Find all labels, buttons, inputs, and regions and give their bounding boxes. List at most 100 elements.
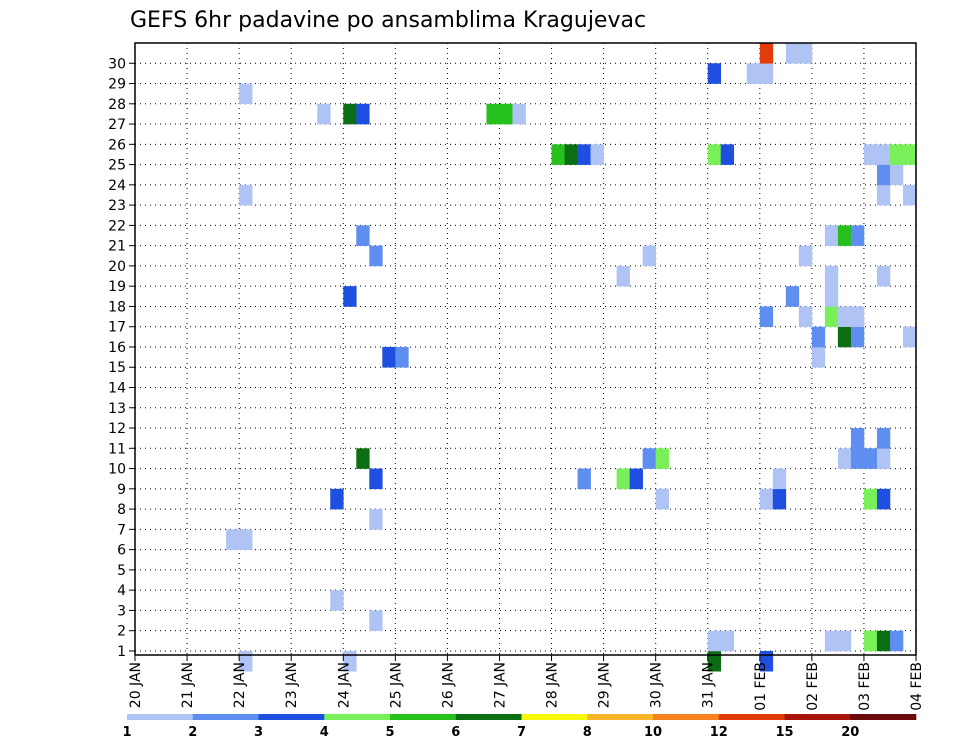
data-cell [356, 225, 370, 246]
y-tick-label: 29 [108, 77, 126, 93]
data-cell [876, 144, 891, 165]
data-cell [785, 286, 800, 307]
y-tick-label: 19 [108, 279, 126, 295]
y-tick-label: 14 [108, 381, 126, 397]
data-cell [577, 144, 591, 165]
data-cell [759, 306, 774, 328]
data-cell [499, 103, 513, 125]
x-axis-ticks: 20 JAN 21 JAN 22 JAN 23 JAN 24 JAN 25 JAN 26 J… [128, 655, 925, 711]
colorbar-label: 5 [385, 725, 394, 740]
data-cell [811, 346, 826, 368]
colorbar-legend: 1 2 3 4 5 6 7 8 10 12 15 20 [122, 714, 917, 740]
colorbar-label: 4 [320, 725, 329, 740]
data-cell [343, 286, 357, 307]
x-tick-label: 20 JAN [128, 662, 144, 708]
data-cell [824, 630, 839, 652]
x-tick-label: 03 FEB [857, 662, 873, 711]
colorbar-swatch [324, 714, 391, 720]
data-cell [551, 144, 565, 165]
x-tick-label: 26 JAN [440, 662, 456, 708]
data-cell [369, 610, 383, 631]
colorbar-swatch [587, 714, 654, 720]
data-cell [343, 103, 357, 125]
colorbar-swatch [192, 714, 259, 720]
plot-frame [134, 42, 917, 656]
data-cell [902, 326, 917, 348]
data-cell [850, 225, 865, 246]
data-cell [330, 488, 344, 510]
colorbar-swatch [850, 714, 917, 720]
x-tick-label: 02 FEB [805, 662, 821, 711]
data-cell [850, 306, 865, 328]
data-cell [382, 346, 396, 368]
data-cell [239, 529, 253, 550]
x-tick-label: 27 JAN [492, 662, 508, 708]
data-cell [759, 63, 774, 84]
grid-lines [135, 43, 916, 655]
data-cell [512, 103, 526, 125]
y-tick-label: 4 [117, 583, 126, 599]
data-cell [837, 326, 852, 348]
colorbar-swatch [521, 714, 588, 720]
data-cell [863, 144, 878, 165]
x-tick-label: 22 JAN [232, 662, 248, 708]
colorbar-label: 1 [122, 725, 131, 740]
data-cells [226, 43, 917, 672]
y-tick-label: 26 [108, 137, 126, 153]
data-cell [876, 428, 891, 449]
y-tick-label: 11 [108, 441, 126, 457]
y-axis-ticks: 1234567891011121314151617181920212223242… [108, 56, 135, 660]
data-cell [772, 488, 787, 510]
data-cell [746, 63, 761, 84]
data-cell [759, 43, 774, 64]
y-tick-label: 7 [117, 522, 126, 538]
data-cell [720, 630, 735, 652]
data-cell [239, 184, 253, 206]
data-cell [876, 164, 891, 186]
data-cell [369, 245, 383, 267]
data-cell [642, 245, 656, 267]
data-cell [876, 265, 891, 287]
y-tick-label: 20 [108, 259, 126, 275]
colorbar-label: 7 [517, 725, 526, 740]
x-tick-label: 29 JAN [597, 662, 613, 708]
x-tick-label: 30 JAN [649, 662, 665, 708]
x-tick-label: 21 JAN [180, 662, 196, 708]
data-cell [629, 468, 643, 490]
x-tick-label: 04 FEB [909, 662, 925, 711]
y-tick-label: 8 [117, 502, 126, 518]
colorbar-swatch [455, 714, 522, 720]
plot-border [134, 42, 917, 656]
x-tick-label: 24 JAN [336, 662, 352, 708]
y-tick-label: 28 [108, 97, 126, 113]
data-cell [850, 448, 865, 469]
colorbar-swatch [718, 714, 785, 720]
y-tick-label: 21 [108, 239, 126, 255]
y-tick-label: 30 [108, 56, 126, 72]
y-tick-label: 10 [108, 462, 126, 478]
data-cell [577, 468, 591, 490]
colorbar-swatch [784, 714, 851, 720]
y-tick-label: 18 [108, 299, 126, 315]
data-cell [798, 43, 813, 64]
data-cell [824, 225, 839, 246]
x-tick-label: 31 JAN [701, 662, 717, 708]
data-cell [317, 103, 331, 125]
colorbar-swatch [258, 714, 325, 720]
data-cell [785, 43, 800, 64]
data-cell [707, 63, 722, 84]
data-cell [720, 144, 735, 165]
chart-title: GEFS 6hr padavine po ansamblima Kragujev… [130, 8, 646, 33]
y-tick-label: 13 [108, 401, 126, 417]
data-cell [356, 448, 370, 469]
data-cell [824, 306, 839, 328]
data-cell [902, 144, 917, 165]
data-cell [837, 630, 852, 652]
data-cell [889, 630, 904, 652]
y-tick-label: 5 [117, 563, 126, 579]
data-cell [837, 306, 852, 328]
data-cell [850, 326, 865, 348]
data-cell [356, 103, 370, 125]
x-tick-label: 25 JAN [388, 662, 404, 708]
